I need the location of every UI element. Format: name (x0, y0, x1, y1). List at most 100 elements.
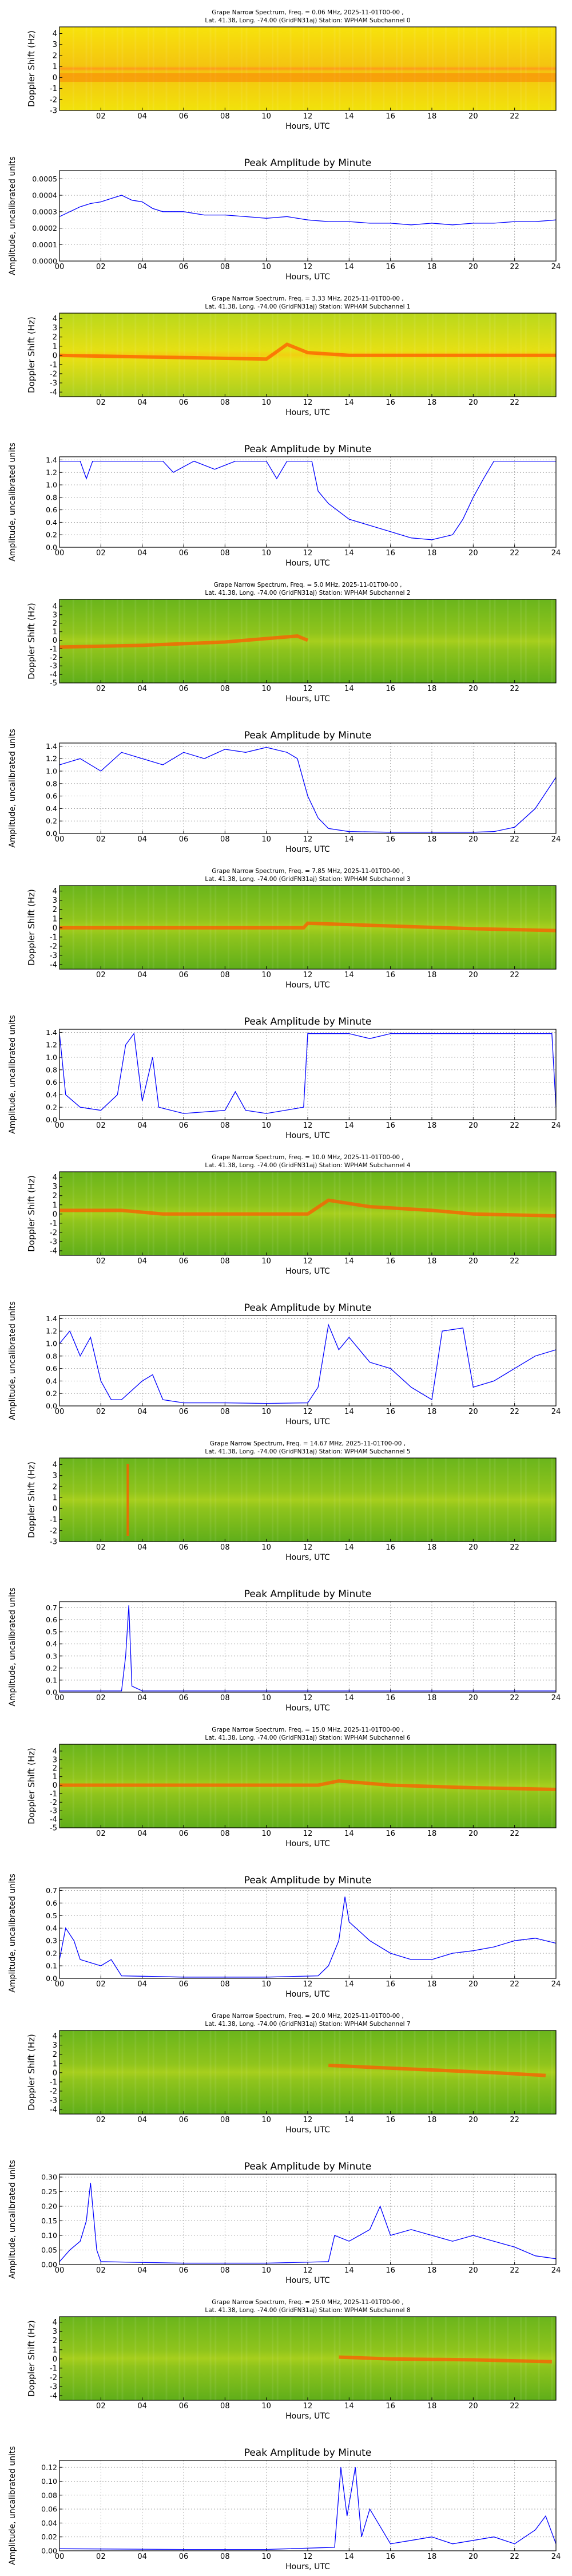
x-tick-label: 20 (468, 1830, 478, 1838)
x-tick-label: 14 (344, 549, 354, 558)
x-tick-label: 12 (303, 835, 313, 844)
spectrogram-texture (364, 599, 367, 683)
spectrogram-texture (121, 599, 124, 683)
x-tick-label: 08 (220, 1121, 230, 1130)
spectrogram-texture (259, 27, 261, 110)
y-axis-label: Amplitude, uncalibrated units (8, 1015, 17, 1134)
spectrogram-texture (184, 599, 185, 683)
x-tick-label: 10 (261, 835, 271, 844)
x-tick-label: 22 (510, 263, 519, 271)
x-axis-label: Hours, UTC (285, 1131, 330, 1140)
y-tick-label: -4 (50, 671, 57, 679)
spectrogram-texture (90, 1172, 93, 1255)
spectrogram-texture (370, 2030, 372, 2114)
x-tick-label: 20 (468, 1980, 478, 1989)
spectrogram-texture (85, 27, 88, 110)
x-tick-label: 04 (137, 1121, 147, 1130)
amplitude-series-line (59, 1605, 556, 1692)
y-tick-label: 0.15 (41, 2217, 57, 2225)
x-tick-label: 22 (510, 1830, 519, 1838)
spectrogram-texture (538, 1744, 540, 1828)
carrier-trace (59, 342, 556, 361)
spectrogram-title: Grape Narrow Spectrum, Freq. = 14.67 MHz… (210, 1440, 406, 1447)
spectrogram-texture (400, 599, 403, 683)
carrier-trace (59, 634, 309, 649)
spectrogram-texture (134, 2317, 137, 2400)
x-tick-label: 08 (220, 1257, 230, 1266)
y-tick-label: 0.6 (46, 792, 57, 800)
spectrogram-texture (520, 2317, 522, 2400)
x-tick-label: 10 (261, 549, 271, 558)
y-tick-label: 0.0003 (32, 207, 57, 216)
y-tick-label: 0 (53, 74, 57, 82)
spectrogram-texture (396, 2030, 398, 2114)
spectrogram-texture (184, 1458, 185, 1542)
y-tick-label: -4 (50, 388, 57, 397)
y-tick-label: 0.2 (46, 1664, 57, 1672)
x-tick-label: 06 (179, 2116, 189, 2124)
x-tick-label: 20 (468, 2266, 478, 2275)
x-tick-label: 04 (137, 1408, 147, 1416)
y-tick-label: 2 (53, 52, 57, 60)
spectrogram-texture (289, 2030, 292, 2114)
spectrogram-texture (494, 27, 496, 110)
spectrogram-texture (494, 599, 496, 683)
spectrogram-texture (178, 599, 181, 683)
x-axis-label: Hours, UTC (285, 2276, 330, 2285)
x-tick-label: 20 (468, 1408, 478, 1416)
spectrogram-texture (116, 27, 118, 110)
axes-frame (59, 1601, 557, 1693)
y-tick-label: 0.6 (46, 1364, 57, 1373)
axes-frame (59, 1744, 557, 1828)
x-tick-label: 20 (468, 549, 478, 558)
spectrogram-texture (339, 886, 341, 969)
x-tick-label: 08 (220, 1980, 230, 1989)
x-tick-label: 18 (427, 1694, 437, 1702)
amplitude-title: Peak Amplitude by Minute (244, 1016, 372, 1028)
spectrogram-texture (432, 27, 434, 110)
y-tick-label: 0.4 (46, 518, 57, 527)
spectrogram-texture (196, 599, 198, 683)
x-tick-label: 06 (179, 398, 189, 407)
spectrogram-texture (320, 27, 323, 110)
x-axis-label: Hours, UTC (285, 1267, 330, 1276)
x-tick-label: 22 (510, 398, 519, 407)
spectrogram-texture (228, 1458, 230, 1542)
y-tick-label: -1 (50, 645, 57, 654)
spectrogram-texture (414, 2030, 416, 2114)
amplitude-series-line (59, 2183, 557, 2264)
spectrogram-texture (488, 27, 491, 110)
amplitude-panel: Peak Amplitude by Minute 00 02 04 06 08 10 12 14… (8, 2446, 561, 2571)
x-tick-label: 18 (427, 1980, 437, 1989)
x-tick-label: 06 (179, 2553, 189, 2561)
x-tick-label: 18 (427, 549, 437, 558)
y-tick-label: -4 (50, 2392, 57, 2400)
spectrogram-texture (333, 1458, 336, 1542)
spectrogram-texture (551, 27, 553, 110)
axes-frame (59, 742, 557, 834)
y-tick-label: 0.1 (46, 1962, 57, 1970)
y-tick-label: 0.2 (46, 1389, 57, 1398)
y-tick-label: 0 (53, 924, 57, 933)
y-tick-label: 0.3 (46, 1652, 57, 1660)
spectrogram-texture (152, 27, 154, 110)
y-tick-label: 1.4 (46, 1028, 57, 1037)
x-tick-label: 16 (386, 1694, 395, 1702)
x-tick-label: 16 (386, 971, 395, 979)
x-tick-label: 18 (427, 1121, 437, 1130)
spectrogram-texture (276, 313, 279, 397)
y-axis-label: Doppler Shift (Hz) (26, 30, 37, 107)
spectrogram-texture (308, 2317, 309, 2400)
spectrogram-title: Grape Narrow Spectrum, Freq. = 7.85 MHz,… (212, 868, 404, 875)
amplitude-panel: Peak Amplitude by Minute 00 02 04 06 08 10 12 14… (8, 729, 561, 854)
x-axis-label: Hours, UTC (285, 1553, 330, 1562)
x-tick-label: 24 (551, 263, 561, 271)
spectrogram-texture (488, 1744, 491, 1828)
spectrogram-texture (240, 1458, 243, 1542)
spectrogram-texture (196, 2317, 198, 2400)
x-tick-label: 02 (96, 112, 106, 121)
spectrogram-texture (333, 1172, 336, 1255)
x-tick-label: 22 (510, 2553, 519, 2561)
y-tick-label: 0.10 (41, 2477, 57, 2486)
y-tick-label: 0.3 (46, 1937, 57, 1945)
